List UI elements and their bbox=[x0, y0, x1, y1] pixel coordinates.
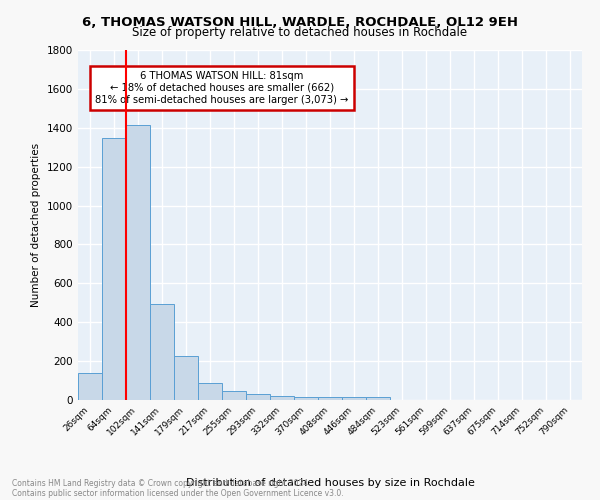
Y-axis label: Number of detached properties: Number of detached properties bbox=[31, 143, 41, 307]
Bar bbox=[102, 138, 126, 400]
Bar bbox=[366, 397, 390, 400]
Text: Size of property relative to detached houses in Rochdale: Size of property relative to detached ho… bbox=[133, 26, 467, 39]
Bar bbox=[126, 125, 150, 400]
Bar bbox=[318, 397, 342, 400]
Text: 6, THOMAS WATSON HILL, WARDLE, ROCHDALE, OL12 9EH: 6, THOMAS WATSON HILL, WARDLE, ROCHDALE,… bbox=[82, 16, 518, 29]
Bar bbox=[174, 356, 198, 400]
Bar bbox=[294, 397, 318, 400]
Text: 6 THOMAS WATSON HILL: 81sqm
← 18% of detached houses are smaller (662)
81% of se: 6 THOMAS WATSON HILL: 81sqm ← 18% of det… bbox=[95, 72, 349, 104]
Bar bbox=[222, 390, 246, 400]
Bar bbox=[150, 304, 174, 400]
Bar bbox=[246, 394, 270, 400]
Text: Distribution of detached houses by size in Rochdale: Distribution of detached houses by size … bbox=[185, 478, 475, 488]
Text: Contains HM Land Registry data © Crown copyright and database right 2024.
Contai: Contains HM Land Registry data © Crown c… bbox=[12, 479, 344, 498]
Bar bbox=[342, 397, 366, 400]
Bar bbox=[78, 373, 102, 400]
Bar bbox=[198, 384, 222, 400]
Bar bbox=[270, 396, 294, 400]
